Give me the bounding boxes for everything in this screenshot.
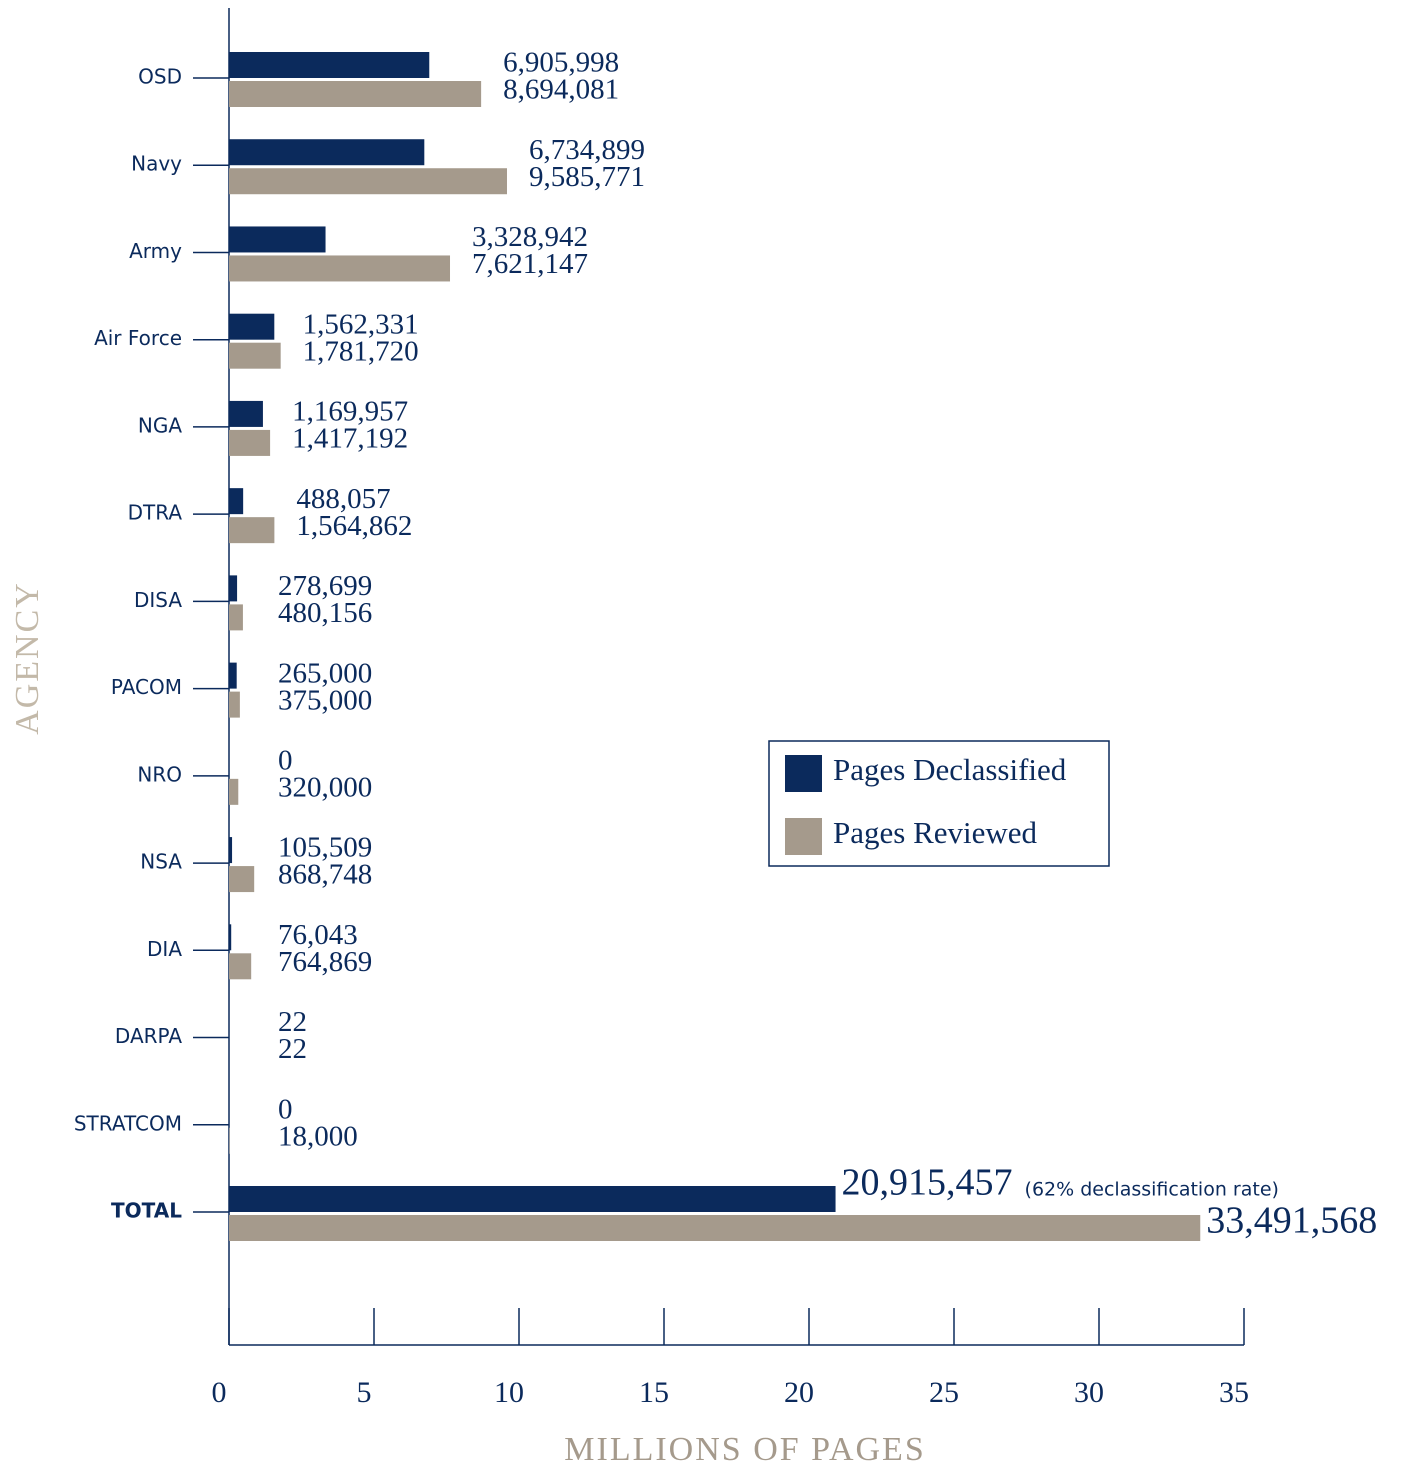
value-label: 76,043 — [278, 919, 358, 951]
bar — [229, 139, 425, 166]
bar — [229, 400, 263, 427]
value-label: 320,000 — [278, 772, 372, 804]
value-label: 6,905,998 — [503, 47, 619, 79]
bar — [229, 1186, 836, 1212]
y-tick-label: DTRA — [128, 501, 183, 525]
value-label: 1,781,720 — [303, 335, 419, 367]
bar — [229, 837, 233, 864]
value-label: 488,057 — [296, 483, 390, 515]
value-label: 0 — [278, 1093, 293, 1125]
y-tick-label: OSD — [138, 65, 182, 89]
bar — [229, 924, 232, 951]
y-tick-label: DISA — [134, 588, 182, 612]
legend-label: Pages Reviewed — [833, 815, 1038, 850]
y-tick-label: NSA — [140, 850, 182, 874]
y-tick-label: DIA — [147, 937, 182, 961]
value-label: 1,564,862 — [296, 510, 412, 542]
x-tick-label: 35 — [1219, 1376, 1249, 1409]
legend-swatch — [785, 818, 822, 855]
value-label: 278,699 — [278, 570, 372, 602]
value-label: 22 — [278, 1006, 307, 1038]
y-tick-label: DARPA — [115, 1024, 182, 1048]
value-label: 1,169,957 — [292, 396, 408, 428]
y-tick-label: Air Force — [94, 326, 182, 350]
y-tick-label: STRATCOM — [74, 1111, 182, 1135]
y-tick-label: NGA — [138, 413, 182, 437]
legend-label: Pages Declassified — [833, 752, 1067, 787]
x-tick-label: 10 — [494, 1376, 524, 1409]
value-label: 6,734,899 — [529, 134, 645, 166]
value-label: 8,694,081 — [503, 74, 619, 106]
value-label: 1,562,331 — [303, 308, 419, 340]
value-label: 9,585,771 — [529, 161, 645, 193]
bar — [229, 1127, 230, 1154]
x-tick-label: 20 — [784, 1376, 814, 1409]
legend — [768, 740, 1110, 867]
value-label: 480,156 — [278, 597, 372, 629]
y-axis-title: AGENCY — [9, 581, 46, 735]
value-label: 3,328,942 — [472, 221, 588, 253]
bar — [229, 255, 451, 282]
bar — [229, 81, 482, 107]
x-tick-label: 25 — [929, 1376, 959, 1409]
x-axis-title: MILLIONS OF PAGES — [564, 1431, 925, 1468]
value-label: 764,869 — [278, 946, 372, 978]
bar — [229, 866, 255, 893]
x-tick-label: 30 — [1074, 1376, 1104, 1409]
bar — [229, 953, 252, 980]
value-label: 7,621,147 — [472, 248, 588, 280]
annotation: (62% declassification rate) — [1025, 1179, 1279, 1201]
value-label: 18,000 — [278, 1120, 358, 1152]
y-tick-label: NRO — [137, 762, 182, 786]
y-tick-label: Army — [129, 239, 182, 263]
bar — [229, 429, 271, 456]
value-label: 265,000 — [278, 657, 372, 689]
bar — [229, 226, 326, 253]
value-label: 1,417,192 — [292, 423, 408, 455]
bar — [229, 604, 243, 631]
y-tick-label: PACOM — [111, 675, 182, 699]
bar — [229, 778, 239, 805]
x-tick-label: 5 — [357, 1376, 372, 1409]
y-tick-label: Navy — [131, 152, 182, 176]
bar — [229, 517, 275, 544]
bar — [229, 662, 237, 689]
value-label: 33,491,568 — [1206, 1200, 1377, 1242]
value-label: 105,509 — [278, 832, 372, 864]
value-label: 20,915,457 — [842, 1162, 1013, 1204]
bar — [229, 488, 244, 515]
bar — [229, 52, 430, 78]
bar — [229, 342, 281, 369]
value-label: 868,748 — [278, 859, 372, 891]
bar — [229, 1215, 1201, 1241]
legend-swatch — [785, 755, 822, 792]
bar — [229, 691, 240, 718]
x-tick-label: 15 — [639, 1376, 669, 1409]
value-label: 0 — [278, 745, 293, 777]
value-label: 375,000 — [278, 684, 372, 716]
value-label: 22 — [278, 1033, 307, 1065]
x-tick-label: 0 — [212, 1376, 227, 1409]
bar — [229, 575, 238, 602]
bar — [229, 313, 275, 340]
bar — [229, 168, 507, 195]
y-tick-label: TOTAL — [111, 1199, 182, 1223]
